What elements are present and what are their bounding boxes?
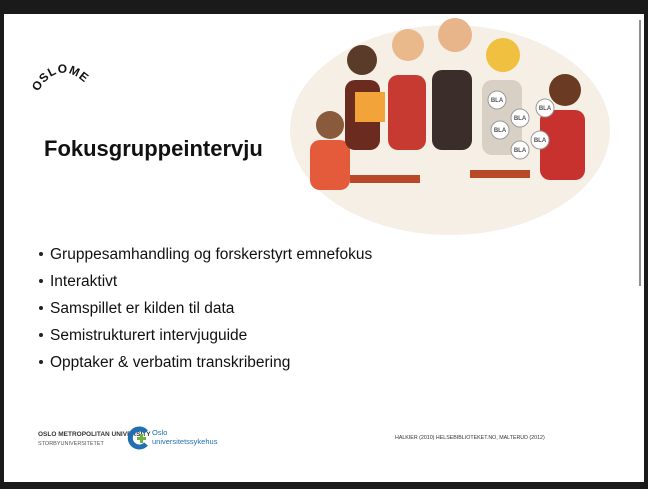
bullet-dot [39,333,43,337]
bullet-text: Interaktivt [50,273,118,290]
head [392,29,424,61]
bubble-text: BLA [491,98,504,104]
bullet-dot [39,306,43,310]
bullet-text: Opptaker & verbatim transkribering [50,354,290,371]
head [438,18,472,52]
person [432,70,472,150]
head [316,111,344,139]
chair [350,175,420,183]
head [347,45,377,75]
bullet-text: Samspillet er kilden til data [50,300,235,317]
citation: HALKIER (2010) HELSEBIBLIOTEKET.NO, MALT… [395,435,545,441]
chair [470,170,530,178]
person [388,75,426,150]
bubble-text: BLA [514,148,527,154]
person [310,140,350,190]
bullet-dot [39,360,43,364]
bullet-dot [39,279,43,283]
hospital-name: Oslo [152,428,167,437]
bullet-text: Semistrukturert intervjuguide [50,327,247,344]
hospital-name: universitetssykehus [152,437,218,446]
book [355,92,385,122]
bubble-text: BLA [494,128,507,134]
head [486,38,520,72]
slide: OSLOMET BLA BLA BLA BLA BLA BLA Fokusgru… [0,0,648,489]
bubble-text: BLA [539,106,552,112]
bubble-text: BLA [514,116,527,122]
bullet-dot [39,252,43,256]
university-sub: STORBYUNIVERSITETET [38,441,105,447]
bullet-text: Gruppesamhandling og forskerstyrt emnefo… [50,246,372,263]
bubble-text: BLA [534,138,547,144]
head [549,74,581,106]
hospital-cross [140,434,143,443]
title: Fokusgruppeintervju [44,136,263,161]
